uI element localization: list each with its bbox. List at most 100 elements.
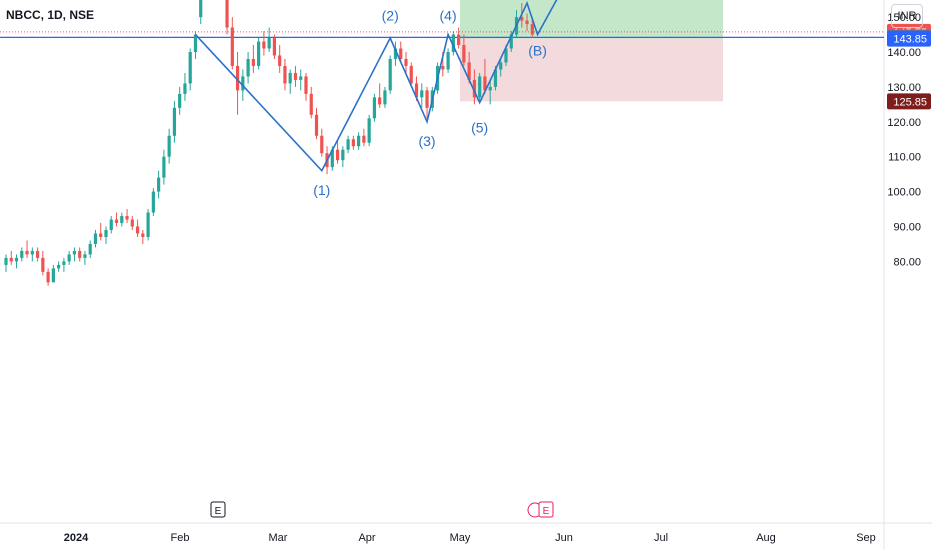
candle-body (309, 93, 313, 115)
elliott-wave-line (194, 0, 558, 173)
candle-body (293, 72, 298, 80)
x-tick-label: Aug (756, 532, 776, 544)
candle-body (388, 58, 392, 91)
candle-body (530, 24, 534, 35)
y-tick-label: 100.00 (887, 187, 921, 199)
candle-body (178, 93, 182, 108)
candle-body (446, 52, 450, 70)
candle-body (151, 191, 155, 213)
earnings-marker: E (543, 506, 550, 517)
candle-body (288, 72, 292, 84)
candle-body (162, 156, 166, 178)
candle-body (378, 97, 382, 105)
candle-body (509, 34, 513, 49)
candle-body (4, 257, 8, 265)
y-tick-label: 130.00 (887, 82, 921, 94)
candle-body (246, 58, 250, 77)
candle-body (341, 149, 345, 161)
candle-body (367, 118, 371, 143)
candle-body (14, 257, 19, 262)
earnings-marker: E (215, 506, 222, 517)
candle-body (409, 65, 413, 84)
chart-title: NBCC, 1D, NSE (6, 8, 95, 22)
candle-body (357, 135, 361, 147)
candle-body (51, 268, 55, 283)
y-tick-label: 90.00 (893, 222, 921, 234)
stop-price-tag: 125.85 (893, 96, 927, 108)
candle-body (104, 229, 108, 237)
candle-body (251, 58, 255, 66)
candle-body (88, 243, 92, 255)
candle-body (399, 48, 403, 59)
candle-body (335, 149, 340, 161)
entry-price-tag: 143.85 (893, 34, 927, 46)
candle-body (167, 135, 171, 157)
candle-body (351, 139, 355, 147)
candle-body (199, 0, 203, 18)
candle-body (330, 149, 334, 168)
target-zone (460, 0, 723, 39)
currency-selector[interactable]: INR (891, 4, 923, 28)
y-tick-label: 110.00 (888, 152, 921, 164)
earnings-marker-box (210, 501, 226, 518)
candle-body (57, 264, 61, 269)
candle-body (483, 76, 487, 91)
y-tick-label: 150.00 (887, 12, 921, 24)
earnings-marker-box (538, 501, 554, 518)
x-tick-label: Apr (358, 532, 375, 544)
x-tick-label: May (450, 532, 471, 544)
candle-body (193, 34, 198, 52)
candle-body (257, 41, 261, 66)
wave-label: (B) (528, 42, 547, 58)
candle-body (262, 41, 266, 49)
candle-body (467, 62, 471, 80)
y-tick-label: 120.00 (887, 117, 921, 129)
candle-body (62, 261, 66, 265)
candle-body (493, 69, 498, 87)
candle-body (414, 83, 419, 98)
candle-body (267, 38, 271, 49)
candle-body (499, 62, 503, 70)
candle-body (41, 257, 45, 272)
candle-body (99, 233, 103, 237)
x-tick-label: Mar (269, 532, 288, 544)
candle-body (404, 58, 408, 66)
candle-body (525, 20, 529, 25)
candle-body (135, 226, 140, 234)
candle-body (346, 139, 350, 150)
candle-body (78, 250, 82, 258)
candle-body (462, 45, 466, 63)
candle-body (188, 52, 192, 84)
x-tick-label: 2024 (64, 532, 89, 544)
candle-body (157, 177, 161, 192)
candle-body (372, 97, 377, 119)
candle-body (141, 233, 145, 237)
x-tick-label: Jun (555, 532, 573, 544)
candle-body (283, 65, 287, 84)
candle-body (9, 257, 13, 262)
stop-price-tag-bg (887, 93, 931, 110)
candle-body (46, 271, 50, 283)
x-tick-label: Sep (856, 532, 876, 544)
candle-body (425, 90, 429, 108)
candle-body (93, 233, 98, 244)
candle-body (109, 219, 113, 230)
candle-body (383, 90, 387, 105)
candle-body (420, 90, 424, 98)
wave-label: (5) (471, 119, 488, 135)
candle-body (25, 250, 29, 255)
wave-label: (1) (313, 182, 330, 198)
candle-body (235, 65, 240, 91)
candle-body (320, 135, 324, 154)
candle-body (504, 48, 508, 63)
candle-body (393, 48, 398, 59)
candle-body (304, 76, 308, 94)
candle-body (172, 107, 177, 136)
candle-body (472, 79, 477, 98)
candle-body (299, 76, 303, 80)
candle-body (441, 65, 445, 70)
candle-body (72, 250, 77, 255)
candle-body (20, 250, 24, 258)
stop-zone (460, 38, 723, 102)
